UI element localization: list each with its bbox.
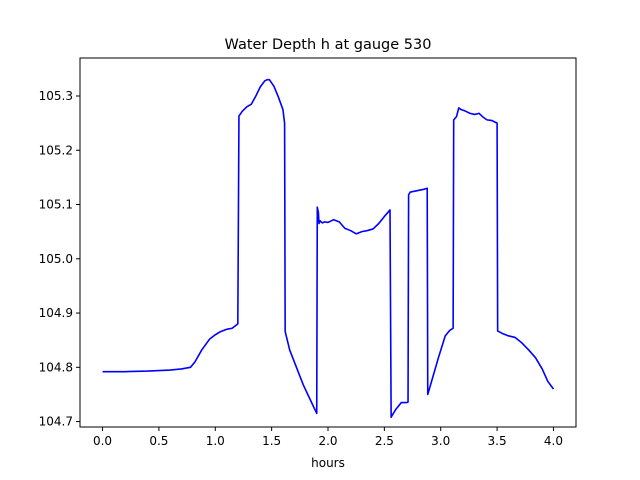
y-tick-label: 104.9 — [39, 306, 73, 320]
y-tick-label: 105.1 — [39, 198, 73, 212]
y-tick-label: 104.8 — [39, 360, 73, 374]
x-tick-label: 2.5 — [375, 434, 394, 448]
series-line-0 — [102, 78, 555, 419]
y-tick-label: 105.2 — [39, 143, 73, 157]
x-tick-label: 0.0 — [93, 434, 112, 448]
y-axis: 104.7 104.8 104.9 105.0 105.1 105.2 105.3 — [39, 89, 80, 429]
y-tick-label: 105.3 — [39, 89, 73, 103]
chart-title: Water Depth h at gauge 530 — [225, 37, 432, 53]
x-tick-label: 1.0 — [206, 434, 225, 448]
x-tick-label: 3.0 — [431, 434, 450, 448]
x-tick-label: 4.0 — [544, 434, 563, 448]
plot-area — [102, 78, 555, 419]
x-tick-label: 2.0 — [318, 434, 337, 448]
x-axis-label: hours — [311, 456, 345, 470]
x-axis: 0.0 0.5 1.0 1.5 2.0 2.5 3.0 3.5 4.0 — [93, 427, 563, 448]
y-tick-label: 104.7 — [39, 415, 73, 429]
plot-frame — [79, 57, 577, 428]
y-tick-label: 105.0 — [39, 252, 73, 266]
x-tick-label: 0.5 — [149, 434, 168, 448]
x-tick-label: 1.5 — [262, 434, 281, 448]
x-tick-label: 3.5 — [488, 434, 507, 448]
